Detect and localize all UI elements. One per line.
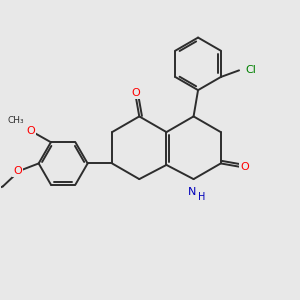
Text: O: O [26,126,35,136]
Text: O: O [14,167,22,176]
Text: N: N [188,187,196,197]
Text: H: H [198,192,205,202]
Text: O: O [240,162,249,172]
Text: O: O [131,88,140,98]
Text: CH₃: CH₃ [8,116,24,125]
Text: Cl: Cl [246,65,256,75]
